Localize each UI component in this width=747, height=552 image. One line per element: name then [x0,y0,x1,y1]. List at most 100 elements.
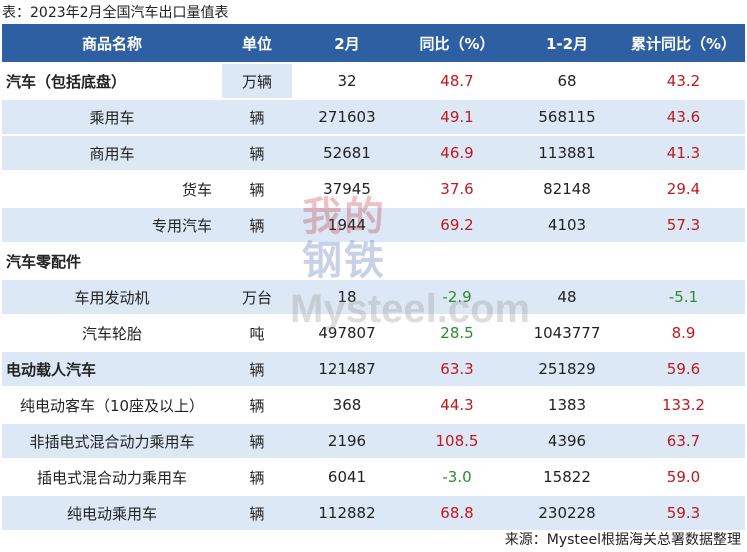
table-row: 货车 辆 37945 37.6 82148 29.4 [2,172,745,208]
table-row: 纯电动乘用车 辆 112882 68.8 230228 59.3 [2,496,745,532]
header-feb: 2月 [292,24,402,64]
table-row: 汽车（包括底盘） 万辆 32 48.7 68 43.2 [2,64,745,100]
row-janfeb: 68 [512,64,622,100]
row-feb: 368 [292,388,402,424]
row-name: 电动载人汽车 [2,352,222,388]
source-note: 来源：Mysteel根据海关总署数据整理 [504,532,741,548]
table-row: 汽车轮胎 吨 497807 28.5 1043777 8.9 [2,316,745,352]
header-cum-yoy: 累计同比（%） [622,24,745,64]
table-row: 专用汽车 辆 1944 69.2 4103 57.3 [2,208,745,244]
table-row: 非插电式混合动力乘用车 辆 2196 108.5 4396 63.7 [2,424,745,460]
row-janfeb: 251829 [512,352,622,388]
row-name: 汽车零配件 [2,244,222,280]
row-unit: 吨 [222,316,292,352]
row-janfeb: 4103 [512,208,622,244]
table-row: 电动载人汽车 辆 121487 63.3 251829 59.6 [2,352,745,388]
table-row: 汽车零配件 [2,244,745,280]
row-name: 乘用车 [2,100,222,136]
row-name: 插电式混合动力乘用车 [2,460,222,496]
row-unit: 辆 [222,388,292,424]
row-yoy: -2.9 [402,280,512,316]
table-row: 插电式混合动力乘用车 辆 6041 -3.0 15822 59.0 [2,460,745,496]
table-row: 商用车 辆 52681 46.9 113881 41.3 [2,136,745,172]
table-title: 表：2023年2月全国汽车出口量值表 [2,5,229,21]
row-yoy: 44.3 [402,388,512,424]
row-yoy: 37.6 [402,172,512,208]
header-name: 商品名称 [2,24,222,64]
row-unit: 辆 [222,424,292,460]
row-feb: 37945 [292,172,402,208]
row-unit: 辆 [222,496,292,532]
row-cum: 8.9 [622,316,745,352]
row-name: 非插电式混合动力乘用车 [2,424,222,460]
row-yoy: 63.3 [402,352,512,388]
row-name: 纯电动客车（10座及以上） [2,388,222,424]
header-janfeb: 1-2月 [512,24,622,64]
row-cum: 29.4 [622,172,745,208]
row-feb: 18 [292,280,402,316]
row-name: 汽车（包括底盘） [2,64,222,100]
row-yoy: 108.5 [402,424,512,460]
row-feb: 271603 [292,100,402,136]
row-janfeb: 15822 [512,460,622,496]
row-cum: 43.2 [622,64,745,100]
row-name: 货车 [2,172,222,208]
header-unit: 单位 [222,24,292,64]
row-unit [222,244,292,280]
row-unit: 辆 [222,100,292,136]
row-feb: 32 [292,64,402,100]
row-unit: 辆 [222,460,292,496]
row-name: 纯电动乘用车 [2,496,222,532]
export-table: 商品名称 单位 2月 同比（%） 1-2月 累计同比（%） 汽车（包括底盘） 万… [2,24,745,532]
table-row: 纯电动客车（10座及以上） 辆 368 44.3 1383 133.2 [2,388,745,424]
row-janfeb: 113881 [512,136,622,172]
row-name: 汽车轮胎 [2,316,222,352]
row-cum: 41.3 [622,136,745,172]
row-janfeb: 48 [512,280,622,316]
row-cum: 59.0 [622,460,745,496]
row-janfeb: 1043777 [512,316,622,352]
row-unit: 辆 [222,136,292,172]
row-janfeb: 568115 [512,100,622,136]
header-row: 商品名称 单位 2月 同比（%） 1-2月 累计同比（%） [2,24,745,64]
row-janfeb: 4396 [512,424,622,460]
row-feb: 6041 [292,460,402,496]
row-yoy [402,244,512,280]
row-yoy: 28.5 [402,316,512,352]
row-yoy: 69.2 [402,208,512,244]
row-name: 专用汽车 [2,208,222,244]
table-row: 车用发动机 万台 18 -2.9 48 -5.1 [2,280,745,316]
row-feb: 52681 [292,136,402,172]
row-janfeb: 1383 [512,388,622,424]
table-row: 乘用车 辆 271603 49.1 568115 43.6 [2,100,745,136]
row-unit: 辆 [222,172,292,208]
row-cum: 59.3 [622,496,745,532]
row-yoy: 49.1 [402,100,512,136]
row-cum: 63.7 [622,424,745,460]
row-unit: 万台 [222,280,292,316]
row-feb: 2196 [292,424,402,460]
row-janfeb [512,244,622,280]
row-cum: 57.3 [622,208,745,244]
row-yoy: -3.0 [402,460,512,496]
row-feb: 497807 [292,316,402,352]
row-unit: 万辆 [222,64,292,100]
row-yoy: 68.8 [402,496,512,532]
row-feb: 1944 [292,208,402,244]
row-feb: 121487 [292,352,402,388]
row-cum: -5.1 [622,280,745,316]
row-janfeb: 82148 [512,172,622,208]
row-unit: 辆 [222,208,292,244]
row-feb [292,244,402,280]
row-cum [622,244,745,280]
row-janfeb: 230228 [512,496,622,532]
row-cum: 133.2 [622,388,745,424]
row-feb: 112882 [292,496,402,532]
row-yoy: 46.9 [402,136,512,172]
row-cum: 43.6 [622,100,745,136]
row-yoy: 48.7 [402,64,512,100]
row-cum: 59.6 [622,352,745,388]
row-unit: 辆 [222,352,292,388]
row-name: 商用车 [2,136,222,172]
row-name: 车用发动机 [2,280,222,316]
